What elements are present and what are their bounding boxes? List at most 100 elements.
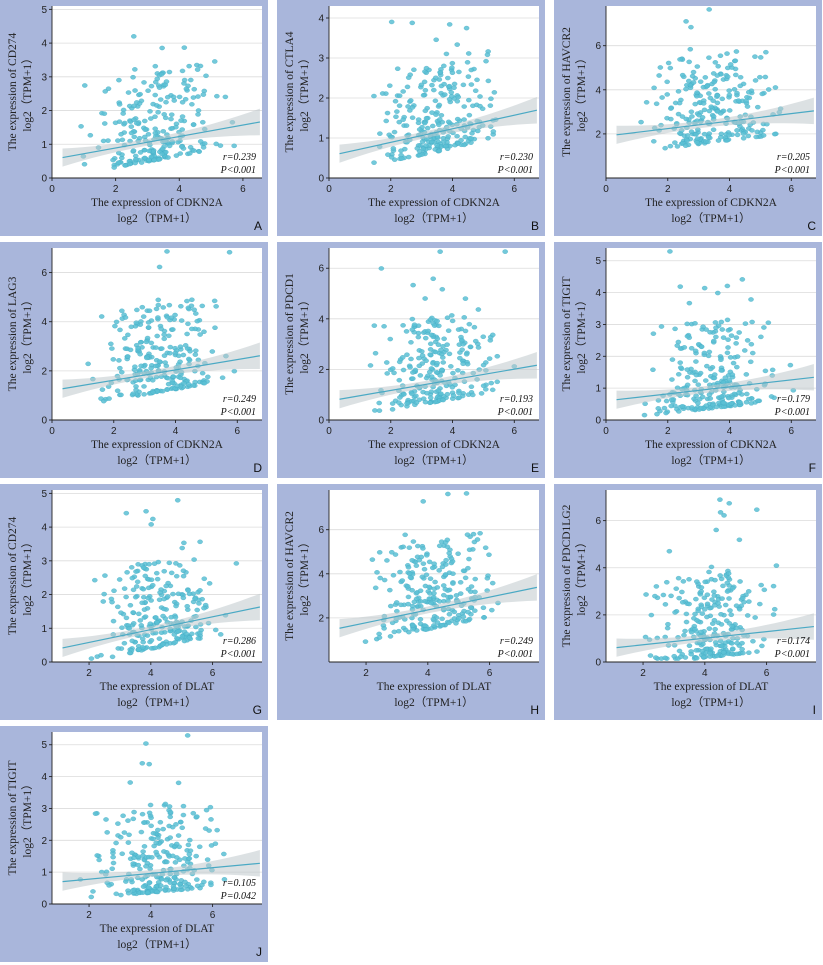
data-point — [163, 583, 169, 589]
data-point — [693, 372, 700, 378]
data-point — [468, 136, 474, 141]
data-point — [740, 136, 747, 141]
data-point — [679, 114, 686, 119]
data-point — [422, 88, 429, 93]
data-point — [490, 129, 497, 134]
data-point — [194, 607, 200, 613]
data-point — [406, 545, 413, 550]
data-point — [390, 572, 397, 578]
data-point — [427, 347, 434, 352]
data-point — [217, 632, 224, 637]
y-tick-label: 3 — [595, 320, 601, 331]
data-point — [694, 136, 701, 141]
data-point — [88, 894, 95, 900]
data-point — [145, 325, 152, 330]
data-point — [170, 591, 176, 597]
data-point — [684, 321, 690, 327]
data-point — [396, 377, 403, 383]
data-point — [407, 365, 413, 370]
data-point — [726, 596, 732, 601]
data-point — [668, 116, 674, 122]
data-point — [442, 572, 449, 577]
data-point — [403, 123, 410, 128]
x-tick-label: 6 — [512, 426, 518, 437]
x-axis-unit: log2（TPM+1） — [117, 454, 196, 467]
data-point — [118, 392, 124, 398]
data-point — [148, 598, 154, 603]
data-point — [156, 264, 163, 270]
data-point — [126, 650, 133, 656]
data-point — [665, 60, 672, 66]
data-point — [771, 606, 778, 612]
data-point — [207, 804, 214, 810]
data-point — [142, 614, 149, 619]
data-point — [700, 324, 706, 330]
data-point — [453, 621, 459, 626]
data-point — [189, 886, 195, 891]
data-point — [749, 319, 755, 325]
data-point — [675, 372, 682, 377]
data-point — [125, 890, 132, 896]
data-point — [752, 54, 758, 59]
confidence-band — [62, 342, 260, 398]
data-point — [440, 397, 446, 403]
data-point — [127, 780, 133, 785]
data-point — [647, 653, 654, 658]
data-point — [757, 601, 763, 607]
data-point — [195, 112, 201, 117]
data-point — [389, 401, 396, 406]
data-point — [397, 569, 403, 575]
data-point — [732, 58, 739, 63]
data-point — [691, 616, 697, 621]
data-point — [431, 87, 437, 93]
data-point — [466, 616, 473, 622]
plot-area — [329, 490, 539, 662]
data-point — [434, 360, 440, 366]
data-point — [715, 138, 722, 143]
scatter-plot-j: 0 1 2 3 4 5 2 4 6 r=0.105 P=0.042 The expression of… — [7, 732, 262, 959]
data-point — [144, 355, 150, 361]
data-point — [444, 342, 450, 347]
y-tick-label: 4 — [41, 317, 47, 328]
data-point — [157, 590, 163, 595]
data-point — [384, 110, 391, 116]
x-axis-title: The expression of CDKN2A — [368, 197, 501, 209]
data-point — [707, 396, 714, 401]
data-point — [387, 83, 393, 88]
data-point — [728, 333, 735, 338]
scatter-plot-c: 2 4 6 0 2 4 6 r=0.205 P<0.001 The expression of C… — [561, 6, 816, 233]
data-point — [713, 404, 720, 410]
data-point — [434, 142, 440, 148]
data-point — [154, 576, 161, 582]
data-point — [676, 409, 682, 414]
data-point — [697, 405, 704, 411]
data-point — [177, 344, 184, 349]
x-tick-label: 2 — [640, 668, 646, 679]
x-tick-label: 0 — [49, 184, 55, 195]
x-tick-label: 4 — [450, 426, 456, 437]
data-point — [712, 320, 719, 325]
y-tick-label: 4 — [595, 288, 601, 299]
regression-line — [339, 109, 538, 155]
y-tick-label: 0 — [41, 658, 47, 669]
data-point — [688, 129, 695, 134]
data-point — [129, 850, 135, 856]
panel-g: 0 1 2 3 4 5 2 4 6 r=0.286 P<0.001 The expression of… — [0, 484, 268, 720]
data-point — [170, 374, 177, 379]
data-point — [638, 119, 644, 125]
data-point — [209, 349, 216, 354]
data-point — [162, 801, 169, 807]
data-point — [450, 581, 456, 586]
data-point — [374, 570, 380, 575]
data-point — [744, 338, 751, 343]
data-point — [657, 65, 664, 70]
data-point — [101, 591, 107, 597]
regression-line — [62, 355, 260, 390]
data-point — [462, 328, 469, 334]
data-point — [172, 860, 179, 865]
data-point — [162, 360, 168, 365]
data-point — [169, 824, 176, 830]
data-point — [186, 856, 193, 861]
data-point — [156, 636, 163, 641]
data-point — [192, 596, 198, 602]
